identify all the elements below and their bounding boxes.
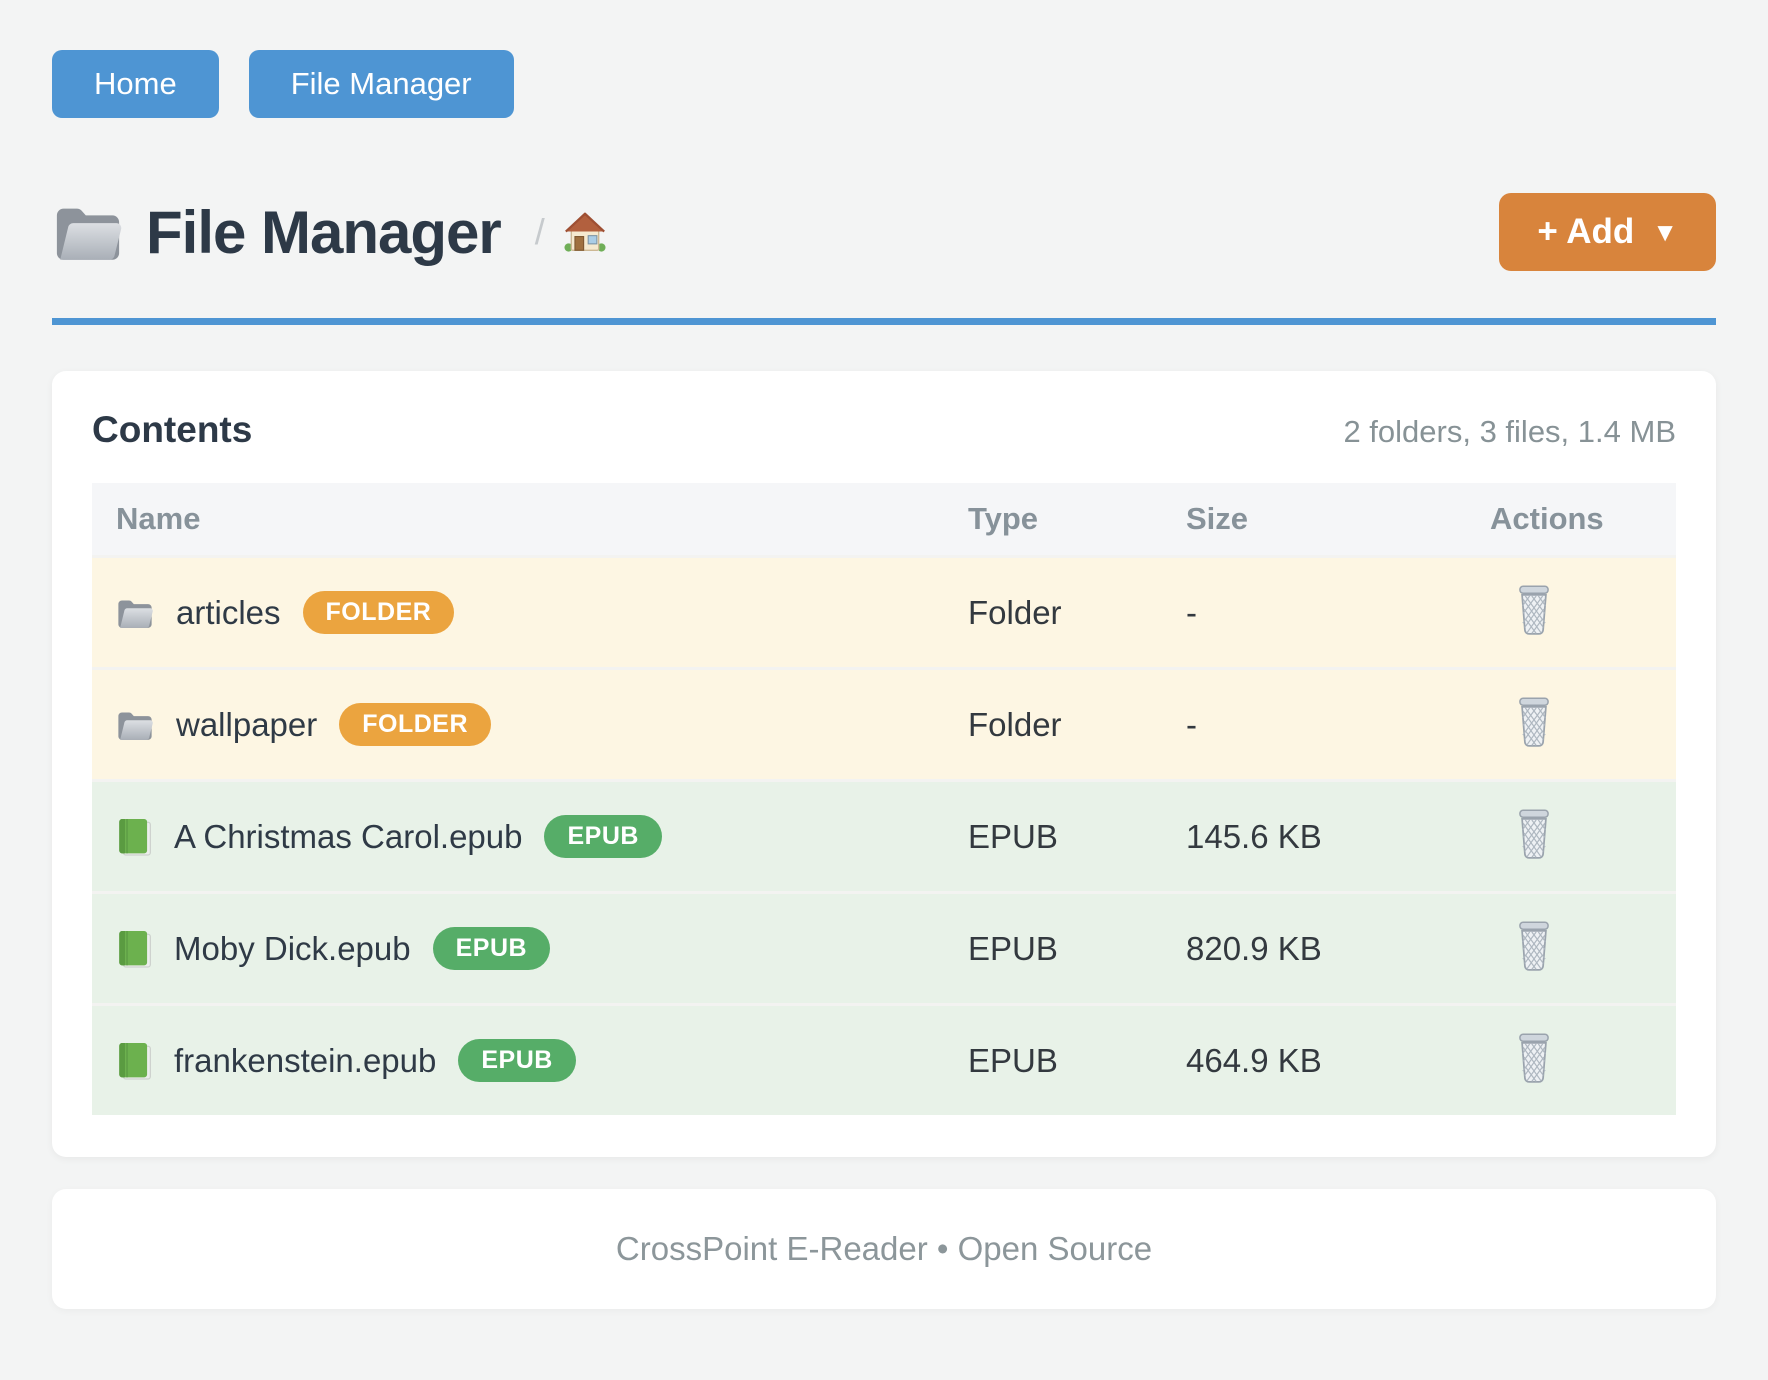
contents-card-header: Contents 2 folders, 3 files, 1.4 MB bbox=[92, 409, 1676, 451]
item-type: EPUB bbox=[968, 817, 1058, 855]
actions-cell bbox=[1490, 583, 1652, 643]
file-manager-button[interactable]: File Manager bbox=[248, 50, 514, 118]
item-name: articles bbox=[176, 593, 281, 631]
trash-icon bbox=[1512, 583, 1556, 635]
table-header-row: Name Type Size Actions bbox=[92, 483, 1676, 555]
item-type: EPUB bbox=[968, 1041, 1058, 1079]
actions-cell bbox=[1490, 1031, 1652, 1091]
house-icon[interactable] bbox=[563, 211, 607, 253]
column-header-size: Size bbox=[1186, 501, 1249, 536]
type-badge: EPUB bbox=[458, 1039, 576, 1082]
name-cell: wallpaper FOLDER bbox=[116, 703, 968, 746]
item-size: - bbox=[1186, 705, 1197, 743]
actions-cell bbox=[1490, 807, 1652, 867]
item-size: 145.6 KB bbox=[1186, 817, 1322, 855]
item-name: wallpaper bbox=[176, 705, 318, 743]
name-cell: Moby Dick.epub EPUB bbox=[116, 927, 968, 970]
column-header-type: Type bbox=[968, 501, 1039, 536]
type-badge: EPUB bbox=[544, 815, 662, 858]
table-row[interactable]: frankenstein.epub EPUB EPUB 464.9 KB bbox=[92, 1003, 1676, 1115]
trash-icon bbox=[1512, 1031, 1556, 1083]
page: Home File Manager File Manager / + Add ▼… bbox=[52, 0, 1716, 1309]
name-cell: frankenstein.epub EPUB bbox=[116, 1039, 968, 1082]
item-size: 820.9 KB bbox=[1186, 929, 1322, 967]
top-nav: Home File Manager bbox=[52, 0, 1716, 118]
item-type: EPUB bbox=[968, 929, 1058, 967]
breadcrumb-separator: / bbox=[534, 211, 545, 252]
table-row[interactable]: Moby Dick.epub EPUB EPUB 820.9 KB bbox=[92, 891, 1676, 1003]
name-cell: A Christmas Carol.epub EPUB bbox=[116, 815, 968, 858]
item-type: Folder bbox=[968, 705, 1062, 743]
column-header-actions: Actions bbox=[1490, 501, 1604, 536]
table-row[interactable]: wallpaper FOLDER Folder - bbox=[92, 667, 1676, 779]
contents-heading: Contents bbox=[92, 409, 253, 450]
column-header-name: Name bbox=[116, 501, 201, 536]
files-table: Name Type Size Actions articles FOLDER F… bbox=[92, 483, 1676, 1115]
folder-icon bbox=[116, 596, 154, 630]
item-name: frankenstein.epub bbox=[174, 1041, 437, 1079]
name-cell: articles FOLDER bbox=[116, 591, 968, 634]
page-header: File Manager / + Add ▼ bbox=[52, 192, 1716, 272]
item-size: 464.9 KB bbox=[1186, 1041, 1322, 1079]
delete-button[interactable] bbox=[1512, 695, 1556, 747]
item-name: Moby Dick.epub bbox=[174, 929, 411, 967]
type-badge: EPUB bbox=[432, 927, 551, 970]
table-row[interactable]: A Christmas Carol.epub EPUB EPUB 145.6 K… bbox=[92, 779, 1676, 891]
add-button[interactable]: + Add ▼ bbox=[1499, 193, 1716, 271]
book-icon bbox=[116, 817, 152, 857]
folder-icon bbox=[116, 708, 154, 742]
book-icon bbox=[116, 929, 152, 969]
delete-button[interactable] bbox=[1512, 583, 1556, 635]
caret-down-icon: ▼ bbox=[1652, 217, 1678, 247]
contents-card: Contents 2 folders, 3 files, 1.4 MB Name… bbox=[52, 371, 1716, 1157]
trash-icon bbox=[1512, 695, 1556, 747]
footer: CrossPoint E-Reader • Open Source bbox=[52, 1189, 1716, 1309]
title-group: File Manager / bbox=[52, 198, 607, 267]
item-size: - bbox=[1186, 593, 1197, 631]
delete-button[interactable] bbox=[1512, 1031, 1556, 1083]
trash-icon bbox=[1512, 807, 1556, 859]
add-button-label: + Add bbox=[1537, 212, 1635, 251]
folder-icon bbox=[52, 202, 124, 262]
actions-cell bbox=[1490, 919, 1652, 979]
item-type: Folder bbox=[968, 593, 1062, 631]
delete-button[interactable] bbox=[1512, 807, 1556, 859]
actions-cell bbox=[1490, 695, 1652, 755]
trash-icon bbox=[1512, 919, 1556, 971]
table-row[interactable]: articles FOLDER Folder - bbox=[92, 555, 1676, 667]
item-name: A Christmas Carol.epub bbox=[174, 817, 523, 855]
type-badge: FOLDER bbox=[339, 703, 492, 746]
contents-summary: 2 folders, 3 files, 1.4 MB bbox=[1343, 414, 1676, 449]
breadcrumb: / bbox=[535, 211, 607, 253]
delete-button[interactable] bbox=[1512, 919, 1556, 971]
footer-text: CrossPoint E-Reader • Open Source bbox=[615, 1230, 1153, 1267]
book-icon bbox=[116, 1041, 152, 1081]
page-title: File Manager bbox=[146, 198, 502, 266]
type-badge: FOLDER bbox=[302, 591, 455, 634]
title-divider bbox=[52, 318, 1716, 325]
home-button[interactable]: Home bbox=[52, 50, 219, 118]
